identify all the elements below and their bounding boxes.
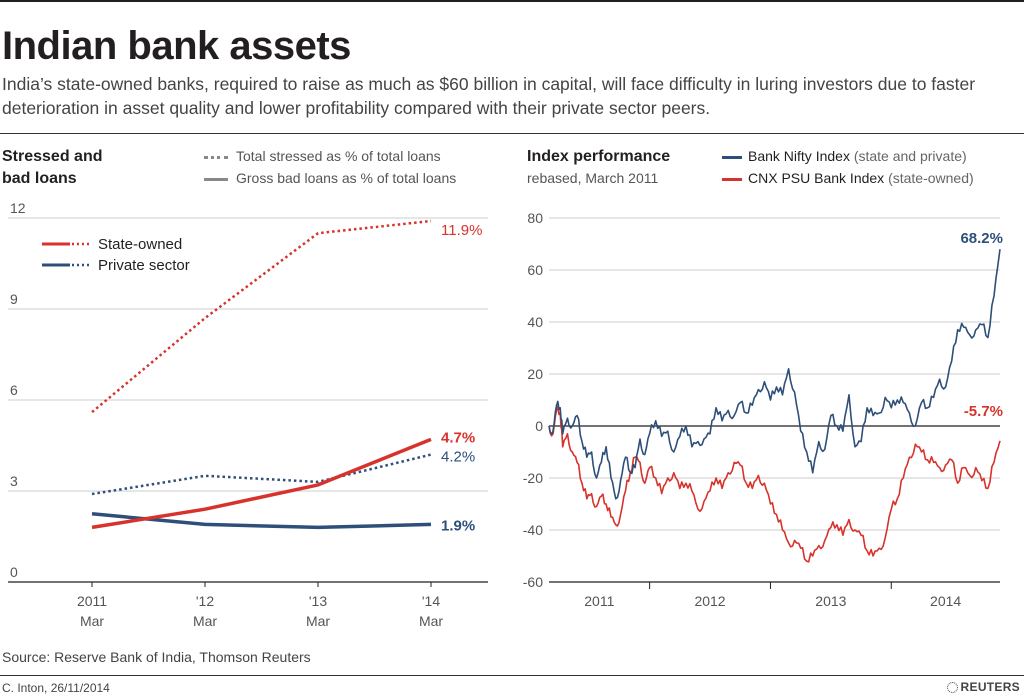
- legend-state-owned: State-owned: [98, 236, 182, 253]
- footer-divider: [0, 675, 1024, 676]
- index-performance-chart: -60 -40 -20 0 20 40 60 80 2011 2012 2013 2014 68.2%…: [523, 210, 1003, 609]
- left-panel-title-line2: bad loans: [2, 170, 77, 187]
- credit-note: C. Inton, 26/11/2014: [2, 681, 110, 695]
- reuters-dot-icon: [946, 682, 958, 693]
- x-tick-label: 2014: [930, 593, 961, 609]
- nifty-swatch: [722, 155, 742, 159]
- y-tick-label: -20: [523, 470, 543, 486]
- legend-bank-nifty: Bank Nifty Index (state and private): [722, 148, 967, 164]
- y-tick-label: 12: [10, 200, 26, 216]
- x-tick-label: Mar: [193, 613, 217, 629]
- x-tick-label: Mar: [306, 613, 330, 629]
- page-subtitle: India’s state-owned banks, required to r…: [2, 74, 976, 118]
- right-panel-title: Index performance: [527, 148, 671, 165]
- x-tick-label: 2012: [694, 593, 725, 609]
- left-panel-title: Stressed and bad loans: [2, 146, 102, 190]
- reuters-logo: REUTERS: [946, 680, 1020, 694]
- series-line: [91, 453, 432, 496]
- x-tick-label: Mar: [419, 613, 443, 629]
- data-label: -5.7%: [964, 403, 1003, 420]
- legend-total-stressed: Total stressed as % of total loans: [204, 148, 441, 164]
- y-tick-label: 40: [527, 314, 543, 330]
- data-label: 4.7%: [441, 429, 475, 446]
- right-panel-subtitle: rebased, March 2011: [527, 170, 659, 186]
- legend-psu-bank-label: CNX PSU Bank Index: [748, 170, 885, 186]
- series-line: [548, 249, 1001, 500]
- series-line: [91, 219, 432, 414]
- y-tick-label: -40: [523, 522, 543, 538]
- x-tick-label: 2013: [815, 593, 846, 609]
- legend-gross-bad-label: Gross bad loans as % of total loans: [236, 170, 457, 186]
- dotted-line-swatch: [204, 155, 228, 159]
- top-rule: [0, 0, 1024, 2]
- legend-private-sector: Private sector: [98, 257, 190, 274]
- series-line: [548, 405, 1001, 563]
- data-label: 4.2%: [441, 449, 475, 466]
- legend-psu-bank-note: (state-owned): [888, 170, 974, 186]
- y-tick-label: 3: [10, 473, 18, 489]
- data-label: 1.9%: [441, 517, 475, 534]
- y-tick-label: 60: [527, 262, 543, 278]
- legend-total-stressed-label: Total stressed as % of total loans: [236, 148, 441, 164]
- y-tick-label: -60: [523, 574, 543, 590]
- legend-psu-bank: CNX PSU Bank Index (state-owned): [722, 170, 974, 186]
- x-tick-label: '12: [196, 593, 214, 609]
- left-panel-title-line1: Stressed and: [2, 148, 103, 165]
- source-note: Source: Reserve Bank of India, Thomson R…: [2, 649, 311, 665]
- series-line: [91, 437, 432, 530]
- header-divider: [0, 133, 1024, 134]
- psu-swatch: [722, 177, 742, 181]
- data-label: 11.9%: [441, 222, 482, 239]
- legend-gross-bad: Gross bad loans as % of total loans: [204, 170, 456, 186]
- legend-bank-nifty-label: Bank Nifty Index: [748, 148, 850, 164]
- y-tick-label: 20: [527, 366, 543, 382]
- page-title: Indian bank assets: [2, 24, 351, 68]
- y-tick-label: 6: [10, 382, 18, 398]
- x-tick-label: 2011: [584, 593, 614, 609]
- reuters-wordmark: REUTERS: [960, 680, 1020, 694]
- data-label: 68.2%: [960, 230, 1003, 247]
- x-tick-label: Mar: [80, 613, 104, 629]
- stressed-loans-chart: 0 3 6 9 12 2011 Mar '12 Mar '13 Mar '14 Mar 11.9% 4.2…: [8, 200, 488, 629]
- solid-line-swatch: [204, 177, 228, 181]
- legend-bank-nifty-note: (state and private): [853, 148, 967, 164]
- y-tick-label: 80: [527, 210, 543, 226]
- x-tick-label: 2011: [77, 593, 107, 609]
- y-tick-label: 0: [535, 418, 543, 434]
- y-tick-label: 9: [10, 291, 18, 307]
- x-tick-label: '13: [309, 593, 327, 609]
- x-tick-label: '14: [422, 593, 440, 609]
- y-tick-label: 0: [10, 564, 18, 580]
